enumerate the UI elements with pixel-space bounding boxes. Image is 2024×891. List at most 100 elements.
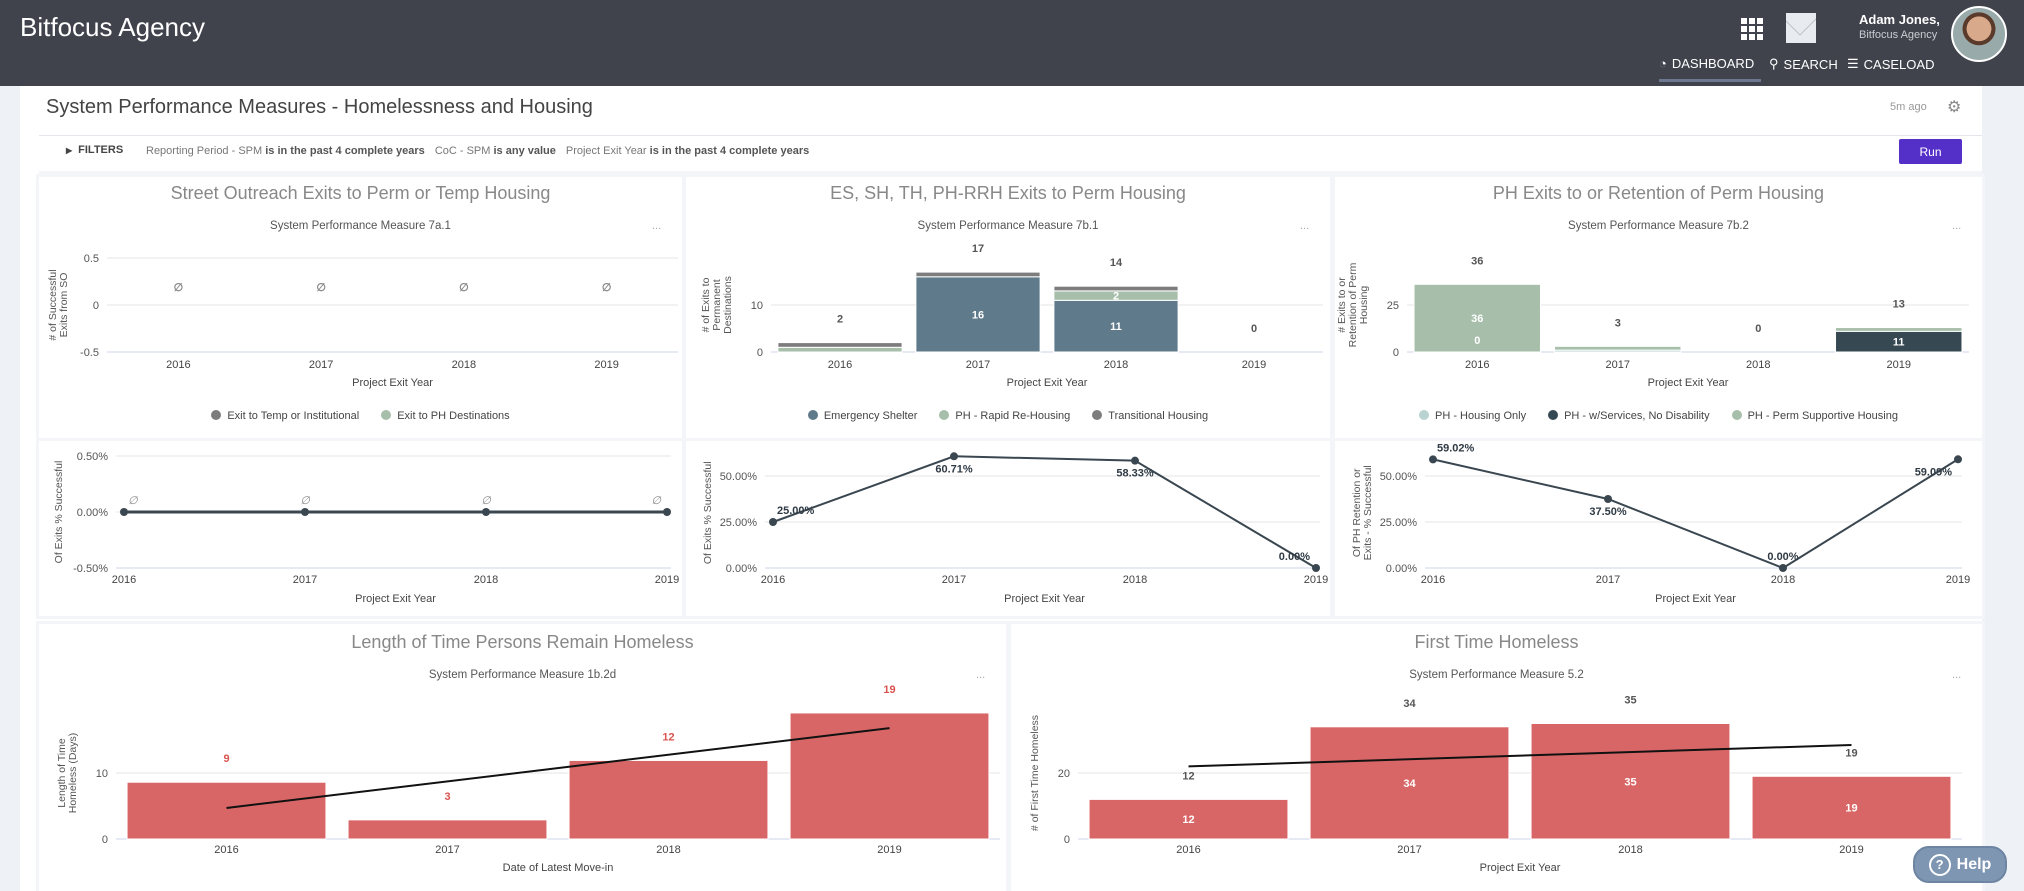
- nav-dashboard[interactable]: ◔ DASHBOARD: [1659, 56, 1754, 71]
- x-tick-label: 2019: [594, 359, 618, 371]
- chart-svg: Length of Time Persons Remain Homeless Sy…: [56, 632, 1000, 874]
- bar-segment[interactable]: [789, 712, 990, 840]
- bar-total-label: 34: [1403, 698, 1416, 710]
- legend-item[interactable]: PH - Perm Supportive Housing: [1731, 410, 1898, 422]
- data-point[interactable]: [1779, 564, 1787, 572]
- legend-label: Exit to Temp or Institutional: [227, 410, 360, 422]
- bar-segment[interactable]: [1554, 345, 1682, 351]
- y-axis-title: # of Exits to: [700, 277, 712, 332]
- data-point[interactable]: [482, 508, 490, 516]
- more-options-icon[interactable]: ...: [976, 669, 985, 681]
- y-axis-title: Retention of Perm: [1347, 262, 1359, 347]
- chart-svg: 0.50% 0.00% -0.50% 2016 2017 2018 2019 Project …: [53, 451, 679, 605]
- divider: [39, 135, 1982, 136]
- legend-item[interactable]: Exit to Temp or Institutional: [211, 410, 359, 422]
- legend-item[interactable]: Transitional Housing: [1092, 410, 1208, 422]
- bar-segment[interactable]: [1053, 285, 1179, 292]
- bar-total-label: 12: [1182, 770, 1194, 782]
- chart-panel: ES, SH, TH, PH-RRH Exits to Perm Housing…: [683, 174, 1333, 442]
- gear-icon[interactable]: ⚙: [1947, 99, 1962, 116]
- more-options-icon[interactable]: ...: [1300, 220, 1309, 232]
- point-label: ∅: [128, 495, 138, 507]
- trend-line: [1188, 743, 1852, 768]
- legend-item[interactable]: PH - Housing Only: [1419, 410, 1526, 422]
- y-tick-label: 50.00%: [1380, 471, 1418, 483]
- run-button[interactable]: Run: [1899, 139, 1962, 164]
- bar-segment[interactable]: [915, 276, 1041, 353]
- legend-item[interactable]: PH - Rapid Re-Housing: [939, 410, 1070, 422]
- data-point[interactable]: [120, 508, 128, 516]
- data-point[interactable]: [1429, 455, 1437, 464]
- point-label: 60.71%: [935, 463, 973, 475]
- y-tick-label: 25: [1387, 300, 1399, 312]
- data-point[interactable]: [1312, 564, 1320, 572]
- more-options-icon[interactable]: ...: [1952, 669, 1961, 681]
- data-point[interactable]: [769, 518, 777, 526]
- nav-search-label: SEARCH: [1783, 56, 1838, 72]
- x-axis-title: Date of Latest Move-in: [503, 862, 614, 874]
- data-point[interactable]: [1604, 495, 1612, 503]
- x-tick-label: 2018: [452, 359, 476, 371]
- bar-segment[interactable]: [347, 819, 548, 840]
- legend-item[interactable]: PH - w/Services, No Disability: [1548, 410, 1710, 422]
- x-tick-label: 2017: [293, 574, 317, 586]
- x-tick-label: 2018: [1746, 359, 1770, 371]
- filters-toggle[interactable]: ▶ FILTERS: [66, 144, 123, 156]
- data-point[interactable]: [1954, 455, 1962, 464]
- legend-label: Exit to PH Destinations: [397, 410, 510, 422]
- bar-segment[interactable]: [1530, 723, 1731, 840]
- bar-segment[interactable]: [1088, 798, 1289, 840]
- point-label: 0.00%: [1279, 551, 1310, 563]
- mail-icon[interactable]: [1786, 13, 1816, 43]
- filter-summary[interactable]: Reporting Period - SPM is in the past 4 …: [146, 145, 809, 157]
- brand-logo[interactable]: Bitfocus Agency: [20, 12, 205, 42]
- help-button[interactable]: ? Help: [1913, 846, 2007, 883]
- chart-title: Length of Time Persons Remain Homeless: [351, 632, 693, 652]
- bar-segment[interactable]: [915, 271, 1041, 278]
- legend-item[interactable]: Exit to PH Destinations: [381, 410, 510, 422]
- nav-search[interactable]: ⚲ SEARCH: [1769, 56, 1838, 72]
- more-options-icon[interactable]: ...: [1952, 220, 1961, 232]
- y-tick-label: 0: [757, 347, 763, 359]
- bar-total-label: 13: [1893, 299, 1905, 311]
- legend-item[interactable]: Emergency Shelter: [807, 410, 917, 422]
- legend-marker-icon: [1419, 410, 1429, 420]
- y-tick-label: 50.00%: [720, 471, 758, 483]
- chart-svg: PH Exits to or Retention of Perm Housing…: [1336, 183, 1969, 389]
- x-tick-label: 2018: [474, 574, 498, 586]
- bar-segment[interactable]: [777, 346, 903, 353]
- avatar[interactable]: [1951, 6, 2007, 62]
- x-axis-title: Project Exit Year: [352, 377, 433, 389]
- data-point[interactable]: [301, 508, 309, 516]
- x-tick-label: 2016: [112, 574, 136, 586]
- nav-caseload[interactable]: ☰ CASELOAD: [1847, 56, 1934, 72]
- chart-svg: First Time Homeless System Performance Me…: [1029, 632, 1962, 874]
- more-options-icon[interactable]: ...: [652, 220, 661, 232]
- data-point[interactable]: [1131, 456, 1139, 465]
- x-tick-label: 2016: [761, 574, 785, 586]
- nav-caseload-label: CASELOAD: [1863, 56, 1935, 72]
- bar-segment[interactable]: [1751, 775, 1952, 840]
- bar-segment[interactable]: [1309, 726, 1510, 840]
- bar-segment[interactable]: [1053, 299, 1179, 353]
- x-tick-label: 2016: [1176, 844, 1200, 856]
- bar-segment[interactable]: [777, 342, 903, 348]
- bar-inner-label: 16: [972, 309, 984, 321]
- point-label: 25.00%: [777, 505, 815, 517]
- x-tick-label: 2017: [1397, 844, 1421, 856]
- apps-grid-icon[interactable]: [1741, 18, 1763, 40]
- bar-segment[interactable]: [568, 759, 769, 840]
- bar-segment[interactable]: [1413, 283, 1541, 353]
- search-icon: ⚲: [1769, 56, 1779, 71]
- bar-segment[interactable]: [1835, 327, 1963, 332]
- y-tick-label: 0: [93, 300, 99, 312]
- filter-item: Project Exit Year is in the past 4 compl…: [565, 145, 810, 157]
- y-axis-title: Exits - % Successful: [1362, 465, 1374, 560]
- chart-svg: ES, SH, TH, PH-RRH Exits to Perm Housing…: [700, 183, 1323, 389]
- data-point[interactable]: [663, 508, 671, 516]
- x-tick-label: 2016: [828, 359, 852, 371]
- data-point[interactable]: [950, 452, 958, 461]
- bar-segment[interactable]: [126, 781, 327, 840]
- y-tick-label: 25.00%: [720, 517, 758, 529]
- point-label: 0.00%: [1767, 551, 1798, 563]
